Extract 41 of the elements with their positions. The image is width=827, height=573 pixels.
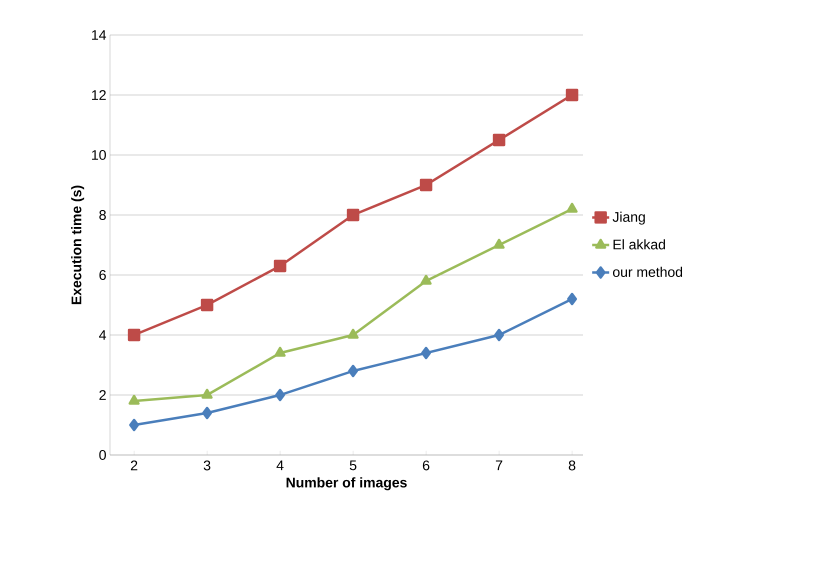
x-tick-label: 3 (204, 460, 210, 470)
point (202, 388, 213, 399)
y-tick-label: 6 (99, 270, 106, 280)
y-tick-label: 4 (99, 330, 106, 340)
y-tick-label: 12 (92, 90, 106, 100)
point (275, 388, 286, 402)
x-tick-label: 2 (130, 460, 138, 470)
point (128, 328, 140, 342)
point (494, 238, 505, 249)
point (274, 260, 286, 272)
point (200, 298, 214, 312)
point (129, 418, 140, 432)
x-tick-label: 7 (496, 460, 502, 470)
point (348, 364, 358, 378)
x-tick-label: 6 (422, 460, 430, 470)
y-tick-label: 0 (99, 450, 106, 460)
point (420, 274, 432, 285)
y-tick-label: 10 (92, 150, 106, 160)
point (346, 208, 360, 222)
point (567, 292, 578, 306)
point (492, 134, 506, 146)
legend-label: our method (612, 266, 682, 277)
legend-label: El akkad (614, 239, 665, 250)
point (566, 202, 578, 213)
point (202, 406, 212, 420)
legend-label: Jiang (612, 212, 645, 225)
point (494, 328, 504, 342)
y-tick-label: 2 (99, 390, 106, 400)
x-tick-label: 5 (350, 460, 356, 470)
point (274, 346, 286, 357)
point (348, 328, 359, 339)
y-tick-label: 8 (99, 210, 106, 220)
point (420, 178, 432, 192)
x-tick-label: 8 (568, 460, 576, 470)
point (566, 88, 578, 102)
point (421, 346, 432, 360)
y-tick-label: 14 (92, 30, 106, 40)
x-tick-label: 4 (276, 460, 284, 470)
point (128, 394, 140, 405)
x-axis-title: Number of images (286, 477, 407, 490)
y-axis-title: Execution time (s) (71, 186, 84, 304)
